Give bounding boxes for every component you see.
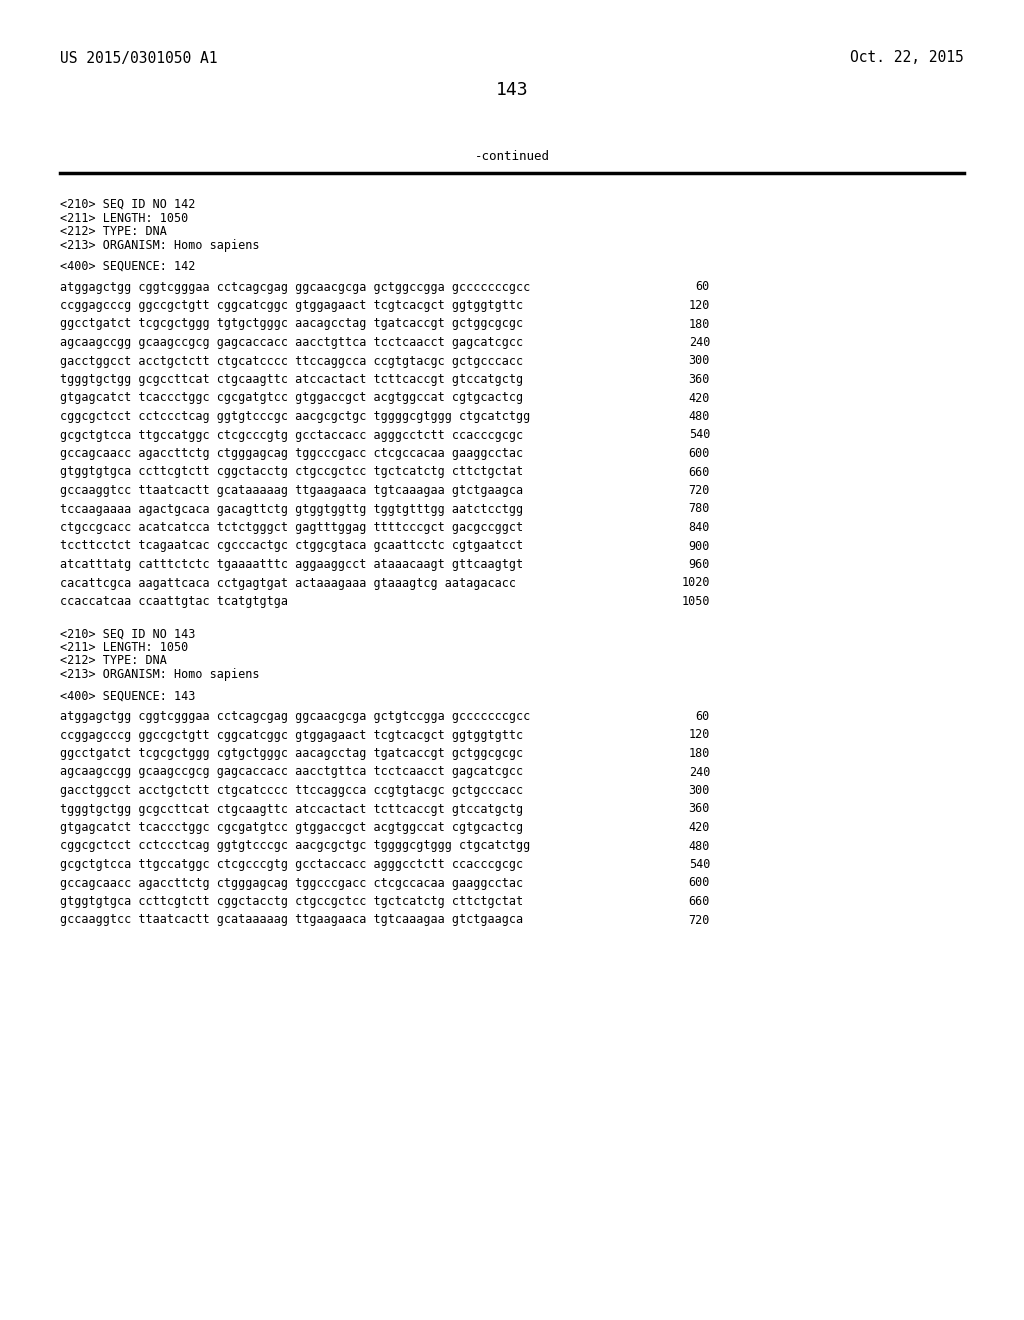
Text: 600: 600 (688, 876, 710, 890)
Text: <211> LENGTH: 1050: <211> LENGTH: 1050 (60, 642, 188, 653)
Text: 120: 120 (688, 729, 710, 742)
Text: tccaagaaaa agactgcaca gacagttctg gtggtggttg tggtgtttgg aatctcctgg: tccaagaaaa agactgcaca gacagttctg gtggtgg… (60, 503, 523, 516)
Text: gacctggcct acctgctctt ctgcatcccc ttccaggcca ccgtgtacgc gctgcccacc: gacctggcct acctgctctt ctgcatcccc ttccagg… (60, 784, 523, 797)
Text: 840: 840 (688, 521, 710, 535)
Text: 120: 120 (688, 300, 710, 312)
Text: 600: 600 (688, 447, 710, 459)
Text: gccaaggtcc ttaatcactt gcataaaaag ttgaagaaca tgtcaaagaa gtctgaagca: gccaaggtcc ttaatcactt gcataaaaag ttgaaga… (60, 484, 523, 498)
Text: cggcgctcct cctccctcag ggtgtcccgc aacgcgctgc tggggcgtggg ctgcatctgg: cggcgctcct cctccctcag ggtgtcccgc aacgcgc… (60, 411, 530, 422)
Text: <213> ORGANISM: Homo sapiens: <213> ORGANISM: Homo sapiens (60, 239, 259, 252)
Text: cggcgctcct cctccctcag ggtgtcccgc aacgcgctgc tggggcgtggg ctgcatctgg: cggcgctcct cctccctcag ggtgtcccgc aacgcgc… (60, 840, 530, 853)
Text: 300: 300 (688, 784, 710, 797)
Text: 480: 480 (688, 411, 710, 422)
Text: agcaagccgg gcaagccgcg gagcaccacc aacctgttca tcctcaacct gagcatcgcc: agcaagccgg gcaagccgcg gagcaccacc aacctgt… (60, 766, 523, 779)
Text: ccggagcccg ggccgctgtt cggcatcggc gtggagaact tcgtcacgct ggtggtgttc: ccggagcccg ggccgctgtt cggcatcggc gtggaga… (60, 300, 523, 312)
Text: atggagctgg cggtcgggaa cctcagcgag ggcaacgcga gctggccgga gcccccccgcc: atggagctgg cggtcgggaa cctcagcgag ggcaacg… (60, 281, 530, 293)
Text: US 2015/0301050 A1: US 2015/0301050 A1 (60, 50, 217, 66)
Text: -continued: -continued (474, 150, 550, 164)
Text: <400> SEQUENCE: 142: <400> SEQUENCE: 142 (60, 260, 196, 273)
Text: ccggagcccg ggccgctgtt cggcatcggc gtggagaact tcgtcacgct ggtggtgttc: ccggagcccg ggccgctgtt cggcatcggc gtggaga… (60, 729, 523, 742)
Text: atggagctgg cggtcgggaa cctcagcgag ggcaacgcga gctgtccgga gcccccccgcc: atggagctgg cggtcgggaa cctcagcgag ggcaacg… (60, 710, 530, 723)
Text: ggcctgatct tcgcgctggg tgtgctgggc aacagcctag tgatcaccgt gctggcgcgc: ggcctgatct tcgcgctggg tgtgctgggc aacagcc… (60, 318, 523, 330)
Text: ccaccatcaa ccaattgtac tcatgtgtga: ccaccatcaa ccaattgtac tcatgtgtga (60, 595, 288, 609)
Text: 420: 420 (688, 392, 710, 404)
Text: 143: 143 (496, 81, 528, 99)
Text: 1020: 1020 (682, 577, 710, 590)
Text: gcgctgtcca ttgccatggc ctcgcccgtg gcctaccacc agggcctctt ccacccgcgc: gcgctgtcca ttgccatggc ctcgcccgtg gcctacc… (60, 429, 523, 441)
Text: agcaagccgg gcaagccgcg gagcaccacc aacctgttca tcctcaacct gagcatcgcc: agcaagccgg gcaagccgcg gagcaccacc aacctgt… (60, 337, 523, 348)
Text: 60: 60 (695, 710, 710, 723)
Text: Oct. 22, 2015: Oct. 22, 2015 (850, 50, 964, 66)
Text: <212> TYPE: DNA: <212> TYPE: DNA (60, 224, 167, 238)
Text: 960: 960 (688, 558, 710, 572)
Text: tgggtgctgg gcgccttcat ctgcaagttc atccactact tcttcaccgt gtccatgctg: tgggtgctgg gcgccttcat ctgcaagttc atccact… (60, 374, 523, 385)
Text: <210> SEQ ID NO 143: <210> SEQ ID NO 143 (60, 627, 196, 640)
Text: 360: 360 (688, 374, 710, 385)
Text: cacattcgca aagattcaca cctgagtgat actaaagaaa gtaaagtcg aatagacacc: cacattcgca aagattcaca cctgagtgat actaaag… (60, 577, 516, 590)
Text: 180: 180 (688, 318, 710, 330)
Text: gccaaggtcc ttaatcactt gcataaaaag ttgaagaaca tgtcaaagaa gtctgaagca: gccaaggtcc ttaatcactt gcataaaaag ttgaaga… (60, 913, 523, 927)
Text: <211> LENGTH: 1050: <211> LENGTH: 1050 (60, 211, 188, 224)
Text: atcatttatg catttctctc tgaaaatttc aggaaggcct ataaacaagt gttcaagtgt: atcatttatg catttctctc tgaaaatttc aggaagg… (60, 558, 523, 572)
Text: tccttcctct tcagaatcac cgcccactgc ctggcgtaca gcaattcctc cgtgaatcct: tccttcctct tcagaatcac cgcccactgc ctggcgt… (60, 540, 523, 553)
Text: 240: 240 (688, 766, 710, 779)
Text: gtggtgtgca ccttcgtctt cggctacctg ctgccgctcc tgctcatctg cttctgctat: gtggtgtgca ccttcgtctt cggctacctg ctgccgc… (60, 895, 523, 908)
Text: <212> TYPE: DNA: <212> TYPE: DNA (60, 655, 167, 668)
Text: gccagcaacc agaccttctg ctgggagcag tggcccgacc ctcgccacaa gaaggcctac: gccagcaacc agaccttctg ctgggagcag tggcccg… (60, 447, 523, 459)
Text: 1050: 1050 (682, 595, 710, 609)
Text: <400> SEQUENCE: 143: <400> SEQUENCE: 143 (60, 689, 196, 702)
Text: 480: 480 (688, 840, 710, 853)
Text: 720: 720 (688, 913, 710, 927)
Text: 420: 420 (688, 821, 710, 834)
Text: gcgctgtcca ttgccatggc ctcgcccgtg gcctaccacc agggcctctt ccacccgcgc: gcgctgtcca ttgccatggc ctcgcccgtg gcctacc… (60, 858, 523, 871)
Text: ctgccgcacc acatcatcca tctctgggct gagtttggag ttttcccgct gacgccggct: ctgccgcacc acatcatcca tctctgggct gagtttg… (60, 521, 523, 535)
Text: 900: 900 (688, 540, 710, 553)
Text: 720: 720 (688, 484, 710, 498)
Text: <213> ORGANISM: Homo sapiens: <213> ORGANISM: Homo sapiens (60, 668, 259, 681)
Text: 360: 360 (688, 803, 710, 816)
Text: 60: 60 (695, 281, 710, 293)
Text: 300: 300 (688, 355, 710, 367)
Text: 660: 660 (688, 466, 710, 479)
Text: <210> SEQ ID NO 142: <210> SEQ ID NO 142 (60, 198, 196, 211)
Text: 180: 180 (688, 747, 710, 760)
Text: 660: 660 (688, 895, 710, 908)
Text: gtggtgtgca ccttcgtctt cggctacctg ctgccgctcc tgctcatctg cttctgctat: gtggtgtgca ccttcgtctt cggctacctg ctgccgc… (60, 466, 523, 479)
Text: 540: 540 (688, 429, 710, 441)
Text: 780: 780 (688, 503, 710, 516)
Text: gacctggcct acctgctctt ctgcatcccc ttccaggcca ccgtgtacgc gctgcccacc: gacctggcct acctgctctt ctgcatcccc ttccagg… (60, 355, 523, 367)
Text: 240: 240 (688, 337, 710, 348)
Text: ggcctgatct tcgcgctggg cgtgctgggc aacagcctag tgatcaccgt gctggcgcgc: ggcctgatct tcgcgctggg cgtgctgggc aacagcc… (60, 747, 523, 760)
Text: gtgagcatct tcaccctggc cgcgatgtcc gtggaccgct acgtggccat cgtgcactcg: gtgagcatct tcaccctggc cgcgatgtcc gtggacc… (60, 392, 523, 404)
Text: gccagcaacc agaccttctg ctgggagcag tggcccgacc ctcgccacaa gaaggcctac: gccagcaacc agaccttctg ctgggagcag tggcccg… (60, 876, 523, 890)
Text: 540: 540 (688, 858, 710, 871)
Text: tgggtgctgg gcgccttcat ctgcaagttc atccactact tcttcaccgt gtccatgctg: tgggtgctgg gcgccttcat ctgcaagttc atccact… (60, 803, 523, 816)
Text: gtgagcatct tcaccctggc cgcgatgtcc gtggaccgct acgtggccat cgtgcactcg: gtgagcatct tcaccctggc cgcgatgtcc gtggacc… (60, 821, 523, 834)
